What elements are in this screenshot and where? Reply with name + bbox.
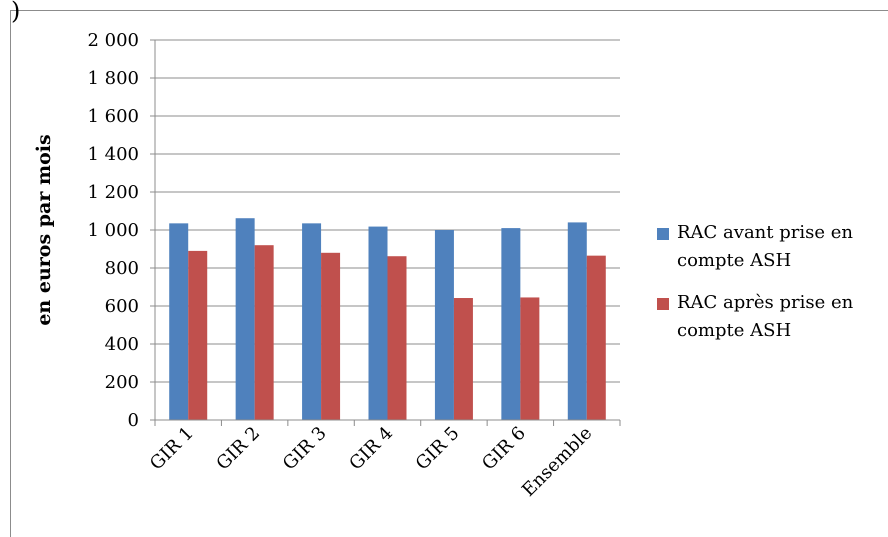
x-tick-label: GIR 6 (478, 423, 530, 475)
bar-apres (254, 245, 274, 420)
legend-item-avant: RAC avant prise en compte ASH (657, 219, 882, 275)
y-tick-label: 2 000 (87, 30, 139, 51)
legend-label-avant: RAC avant prise en compte ASH (677, 222, 853, 271)
bar-avant (169, 223, 189, 420)
legend-label-apres: RAC après prise en compte ASH (677, 292, 854, 341)
y-tick-label: 1 600 (87, 106, 139, 127)
x-tick-label: GIR 3 (279, 423, 331, 475)
y-tick-label: 600 (105, 296, 139, 317)
x-tick-label: GIR 5 (412, 423, 464, 475)
bar-avant (302, 223, 322, 420)
corner-mark: ) (11, 0, 21, 25)
x-tick-label: GIR 4 (345, 423, 397, 475)
chart-frame: ) (10, 0, 888, 537)
axes (150, 39, 621, 426)
y-tick-label: 400 (105, 334, 139, 355)
y-tick-label: 200 (105, 372, 139, 393)
legend-swatch-apres (657, 298, 669, 310)
bar-apres (453, 298, 473, 420)
y-tick-label: 1 400 (87, 144, 139, 165)
bar-apres (520, 297, 540, 420)
x-tick-label: Ensemble (518, 423, 596, 501)
y-tick-label: 1 200 (87, 182, 139, 203)
bar-apres (188, 250, 208, 420)
bar-avant (235, 218, 255, 420)
bar-apres (387, 256, 407, 420)
bar-avant (501, 228, 521, 420)
x-tick-label: GIR 1 (146, 423, 198, 475)
y-tick-label: 0 (128, 410, 139, 431)
y-tick-label: 1 800 (87, 68, 139, 89)
y-tick-label: 800 (105, 258, 139, 279)
legend-swatch-avant (657, 228, 669, 240)
y-tick-label: 1 000 (87, 220, 139, 241)
bar-avant (567, 222, 587, 420)
x-tick-label: GIR 2 (212, 423, 264, 475)
bar-apres (321, 252, 341, 420)
y-axis-label: en euros par mois (33, 134, 55, 325)
legend-item-apres: RAC après prise en compte ASH (657, 289, 882, 345)
legend: RAC avant prise en compte ASH RAC après … (657, 219, 887, 359)
bars (169, 218, 606, 420)
bar-avant (434, 230, 454, 420)
bar-apres (586, 255, 606, 420)
bar-avant (368, 226, 388, 420)
